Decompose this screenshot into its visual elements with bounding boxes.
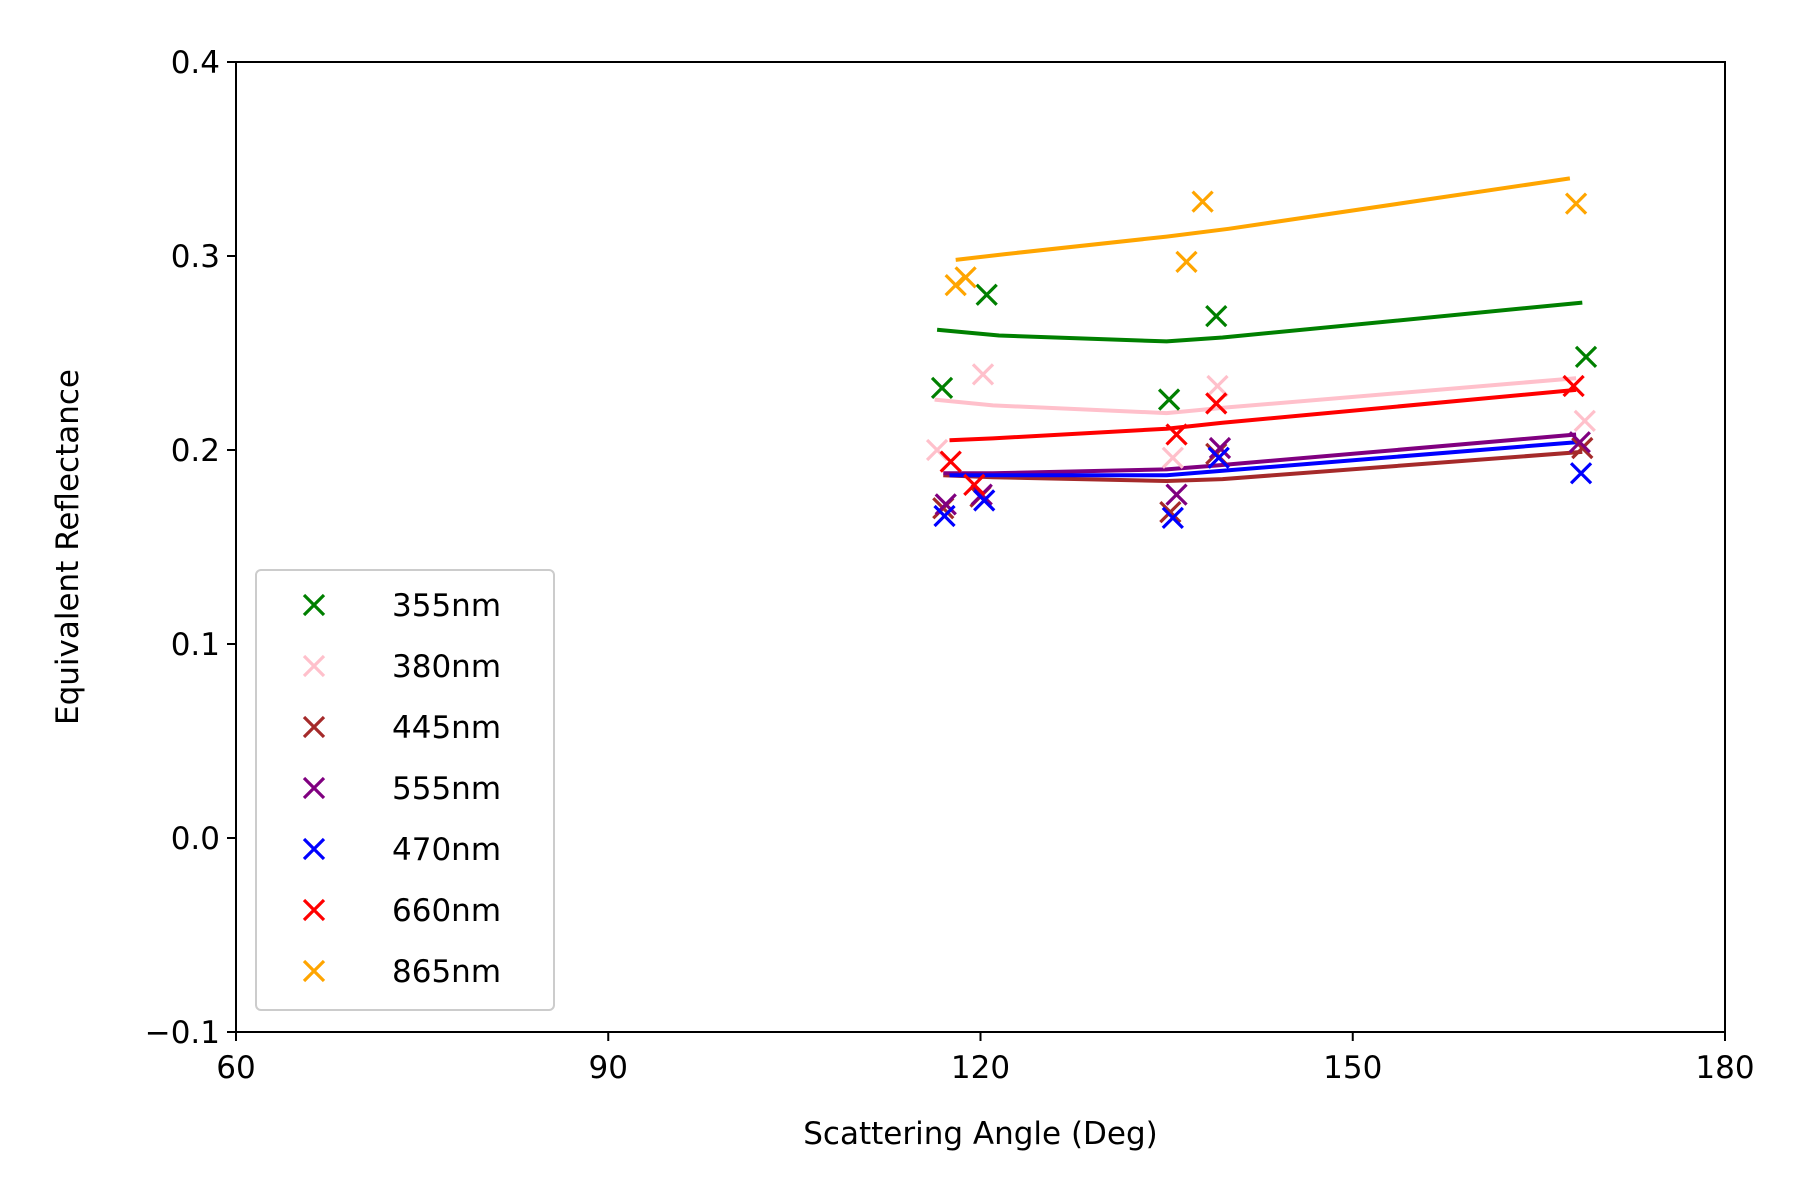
legend-label: 660nm bbox=[392, 893, 501, 929]
data-point-660nm bbox=[939, 450, 962, 473]
data-point-380nm bbox=[1161, 446, 1184, 469]
legend-marker-865nm bbox=[302, 959, 326, 983]
x-tick-label: 180 bbox=[1695, 1050, 1754, 1086]
x-tick-label: 90 bbox=[589, 1050, 628, 1086]
legend-label: 555nm bbox=[392, 771, 501, 807]
data-point-660nm bbox=[1165, 423, 1188, 446]
data-point-470nm bbox=[1569, 462, 1593, 485]
legend-box bbox=[255, 569, 555, 1011]
series-lines bbox=[934, 176, 1583, 483]
y-tick-label: 0.1 bbox=[171, 627, 220, 663]
series-line-380nm bbox=[934, 376, 1577, 416]
data-point-380nm bbox=[1573, 409, 1596, 433]
y-tick-label: 0.3 bbox=[171, 239, 220, 275]
legend: 355nm 380nm 445nm 555nm 470nm 660nm 865nm bbox=[255, 569, 555, 1011]
series-line-865nm bbox=[955, 176, 1571, 262]
legend-label: 380nm bbox=[392, 649, 501, 685]
data-point-380nm bbox=[971, 363, 995, 386]
x-axis-ticks: 60 90 120 150 180 bbox=[216, 1032, 1755, 1086]
data-point-355nm bbox=[1205, 305, 1228, 328]
legend-marker-355nm bbox=[302, 593, 326, 617]
data-point-865nm bbox=[1191, 190, 1214, 213]
data-point-555nm bbox=[1165, 483, 1188, 506]
data-point-470nm bbox=[1161, 506, 1184, 530]
legend-marker-555nm bbox=[302, 776, 326, 800]
data-point-660nm bbox=[1562, 374, 1585, 398]
data-point-470nm bbox=[933, 504, 956, 528]
series-points bbox=[925, 190, 1598, 530]
y-tick-label: 0.0 bbox=[171, 821, 220, 857]
data-point-555nm bbox=[1208, 436, 1232, 460]
legend-marker-660nm bbox=[302, 898, 326, 922]
legend-label: 470nm bbox=[392, 832, 501, 868]
legend-marker-380nm bbox=[302, 654, 326, 678]
series-line-660nm bbox=[949, 387, 1577, 443]
y-tick-label: 0.2 bbox=[171, 433, 220, 469]
data-point-865nm bbox=[954, 266, 977, 289]
x-tick-label: 60 bbox=[216, 1050, 255, 1086]
y-tick-label: −0.1 bbox=[145, 1015, 220, 1051]
legend-label: 355nm bbox=[392, 588, 501, 624]
data-point-555nm bbox=[1568, 431, 1591, 454]
data-point-470nm bbox=[973, 489, 996, 512]
data-point-355nm bbox=[1574, 345, 1598, 369]
legend-marker-470nm bbox=[302, 837, 326, 861]
data-point-355nm bbox=[1157, 388, 1181, 411]
data-point-660nm bbox=[963, 473, 986, 497]
data-point-865nm bbox=[1564, 192, 1588, 215]
data-point-355nm bbox=[930, 376, 954, 400]
x-tick-label: 120 bbox=[951, 1050, 1010, 1086]
x-axis-label: Scattering Angle (Deg) bbox=[803, 1116, 1158, 1152]
series-line-355nm bbox=[936, 300, 1583, 344]
legend-label: 865nm bbox=[392, 954, 501, 990]
data-point-660nm bbox=[1205, 392, 1228, 415]
x-tick-label: 150 bbox=[1323, 1050, 1382, 1086]
y-tick-label: 0.4 bbox=[171, 45, 220, 81]
data-point-355nm bbox=[975, 283, 998, 306]
data-point-865nm bbox=[1175, 250, 1198, 273]
data-point-470nm bbox=[1207, 446, 1230, 469]
legend-marker-445nm bbox=[302, 715, 326, 739]
y-axis-label: Equivalent Reflectance bbox=[50, 369, 86, 725]
y-axis-ticks: −0.1 0.0 0.1 0.2 0.3 0.4 bbox=[145, 45, 236, 1051]
data-point-445nm bbox=[1571, 436, 1594, 460]
data-point-380nm bbox=[1206, 374, 1229, 398]
legend-label: 445nm bbox=[392, 710, 501, 746]
data-point-445nm bbox=[1159, 500, 1182, 524]
series-line-470nm bbox=[949, 440, 1577, 478]
